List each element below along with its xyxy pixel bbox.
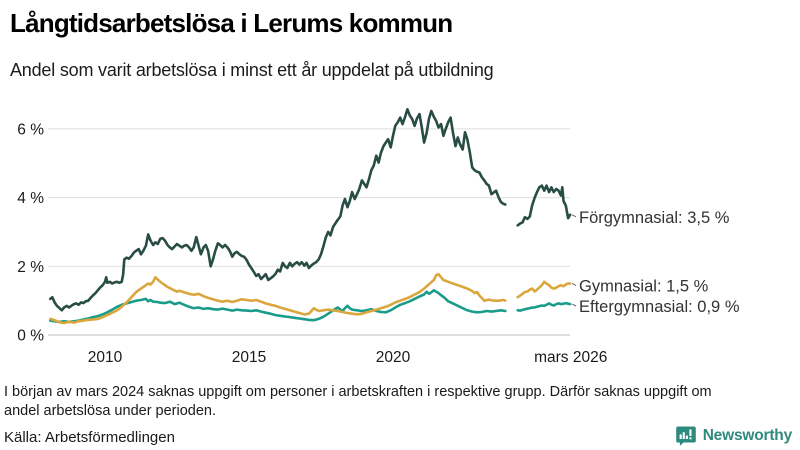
series-förgymnasial bbox=[516, 184, 572, 227]
x-axis-tick-label: mars 2026 bbox=[534, 349, 607, 366]
series-end-label: Gymnasial: 1,5 % bbox=[579, 277, 709, 295]
y-axis-tick-label: 4 % bbox=[17, 190, 44, 207]
label-connector bbox=[571, 214, 577, 218]
series-eftergymnasial bbox=[516, 301, 572, 312]
y-axis-tick-label: 0 % bbox=[17, 328, 44, 345]
series-end-label: Förgymnasial: 3,5 % bbox=[579, 209, 730, 227]
newsworthy-wordmark: Newsworthy bbox=[702, 427, 793, 444]
series-förgymnasial bbox=[48, 107, 507, 312]
series-end-label: Eftergymnasial: 0,9 % bbox=[579, 298, 740, 316]
y-axis-tick-label: 2 % bbox=[17, 259, 44, 276]
label-connector bbox=[571, 283, 577, 286]
footnote-line-2: andel arbetslösa under perioden. bbox=[4, 403, 217, 419]
y-axis-tick-label: 6 % bbox=[17, 121, 44, 138]
x-axis-tick-label: 2010 bbox=[88, 349, 123, 366]
series-gymnasial bbox=[516, 280, 572, 299]
newsworthy-logo: Newsworthy bbox=[675, 425, 792, 447]
x-axis-tick-label: 2015 bbox=[232, 349, 266, 366]
series-eftergymnasial bbox=[48, 289, 507, 324]
chart-subtitle: Andel som varit arbetslösa i minst ett å… bbox=[10, 60, 494, 80]
line-chart: 0 % 2 % 4 % 6 % 2010 2015 2020 mars 2026 Eftergy… bbox=[17, 107, 740, 366]
page-title: Långtidsarbetslösa i Lerums kommun bbox=[10, 8, 453, 38]
source-label: Källa: Arbetsförmedlingen bbox=[4, 429, 175, 446]
newsworthy-bubble-chart-icon bbox=[675, 426, 696, 446]
footnote-line-1: I början av mars 2024 saknas uppgift om … bbox=[4, 384, 712, 400]
x-axis-tick-label: 2020 bbox=[376, 349, 411, 366]
series-gymnasial bbox=[48, 272, 507, 325]
chart-footnote: I början av mars 2024 saknas uppgift om … bbox=[4, 383, 796, 421]
label-connector bbox=[571, 303, 577, 307]
